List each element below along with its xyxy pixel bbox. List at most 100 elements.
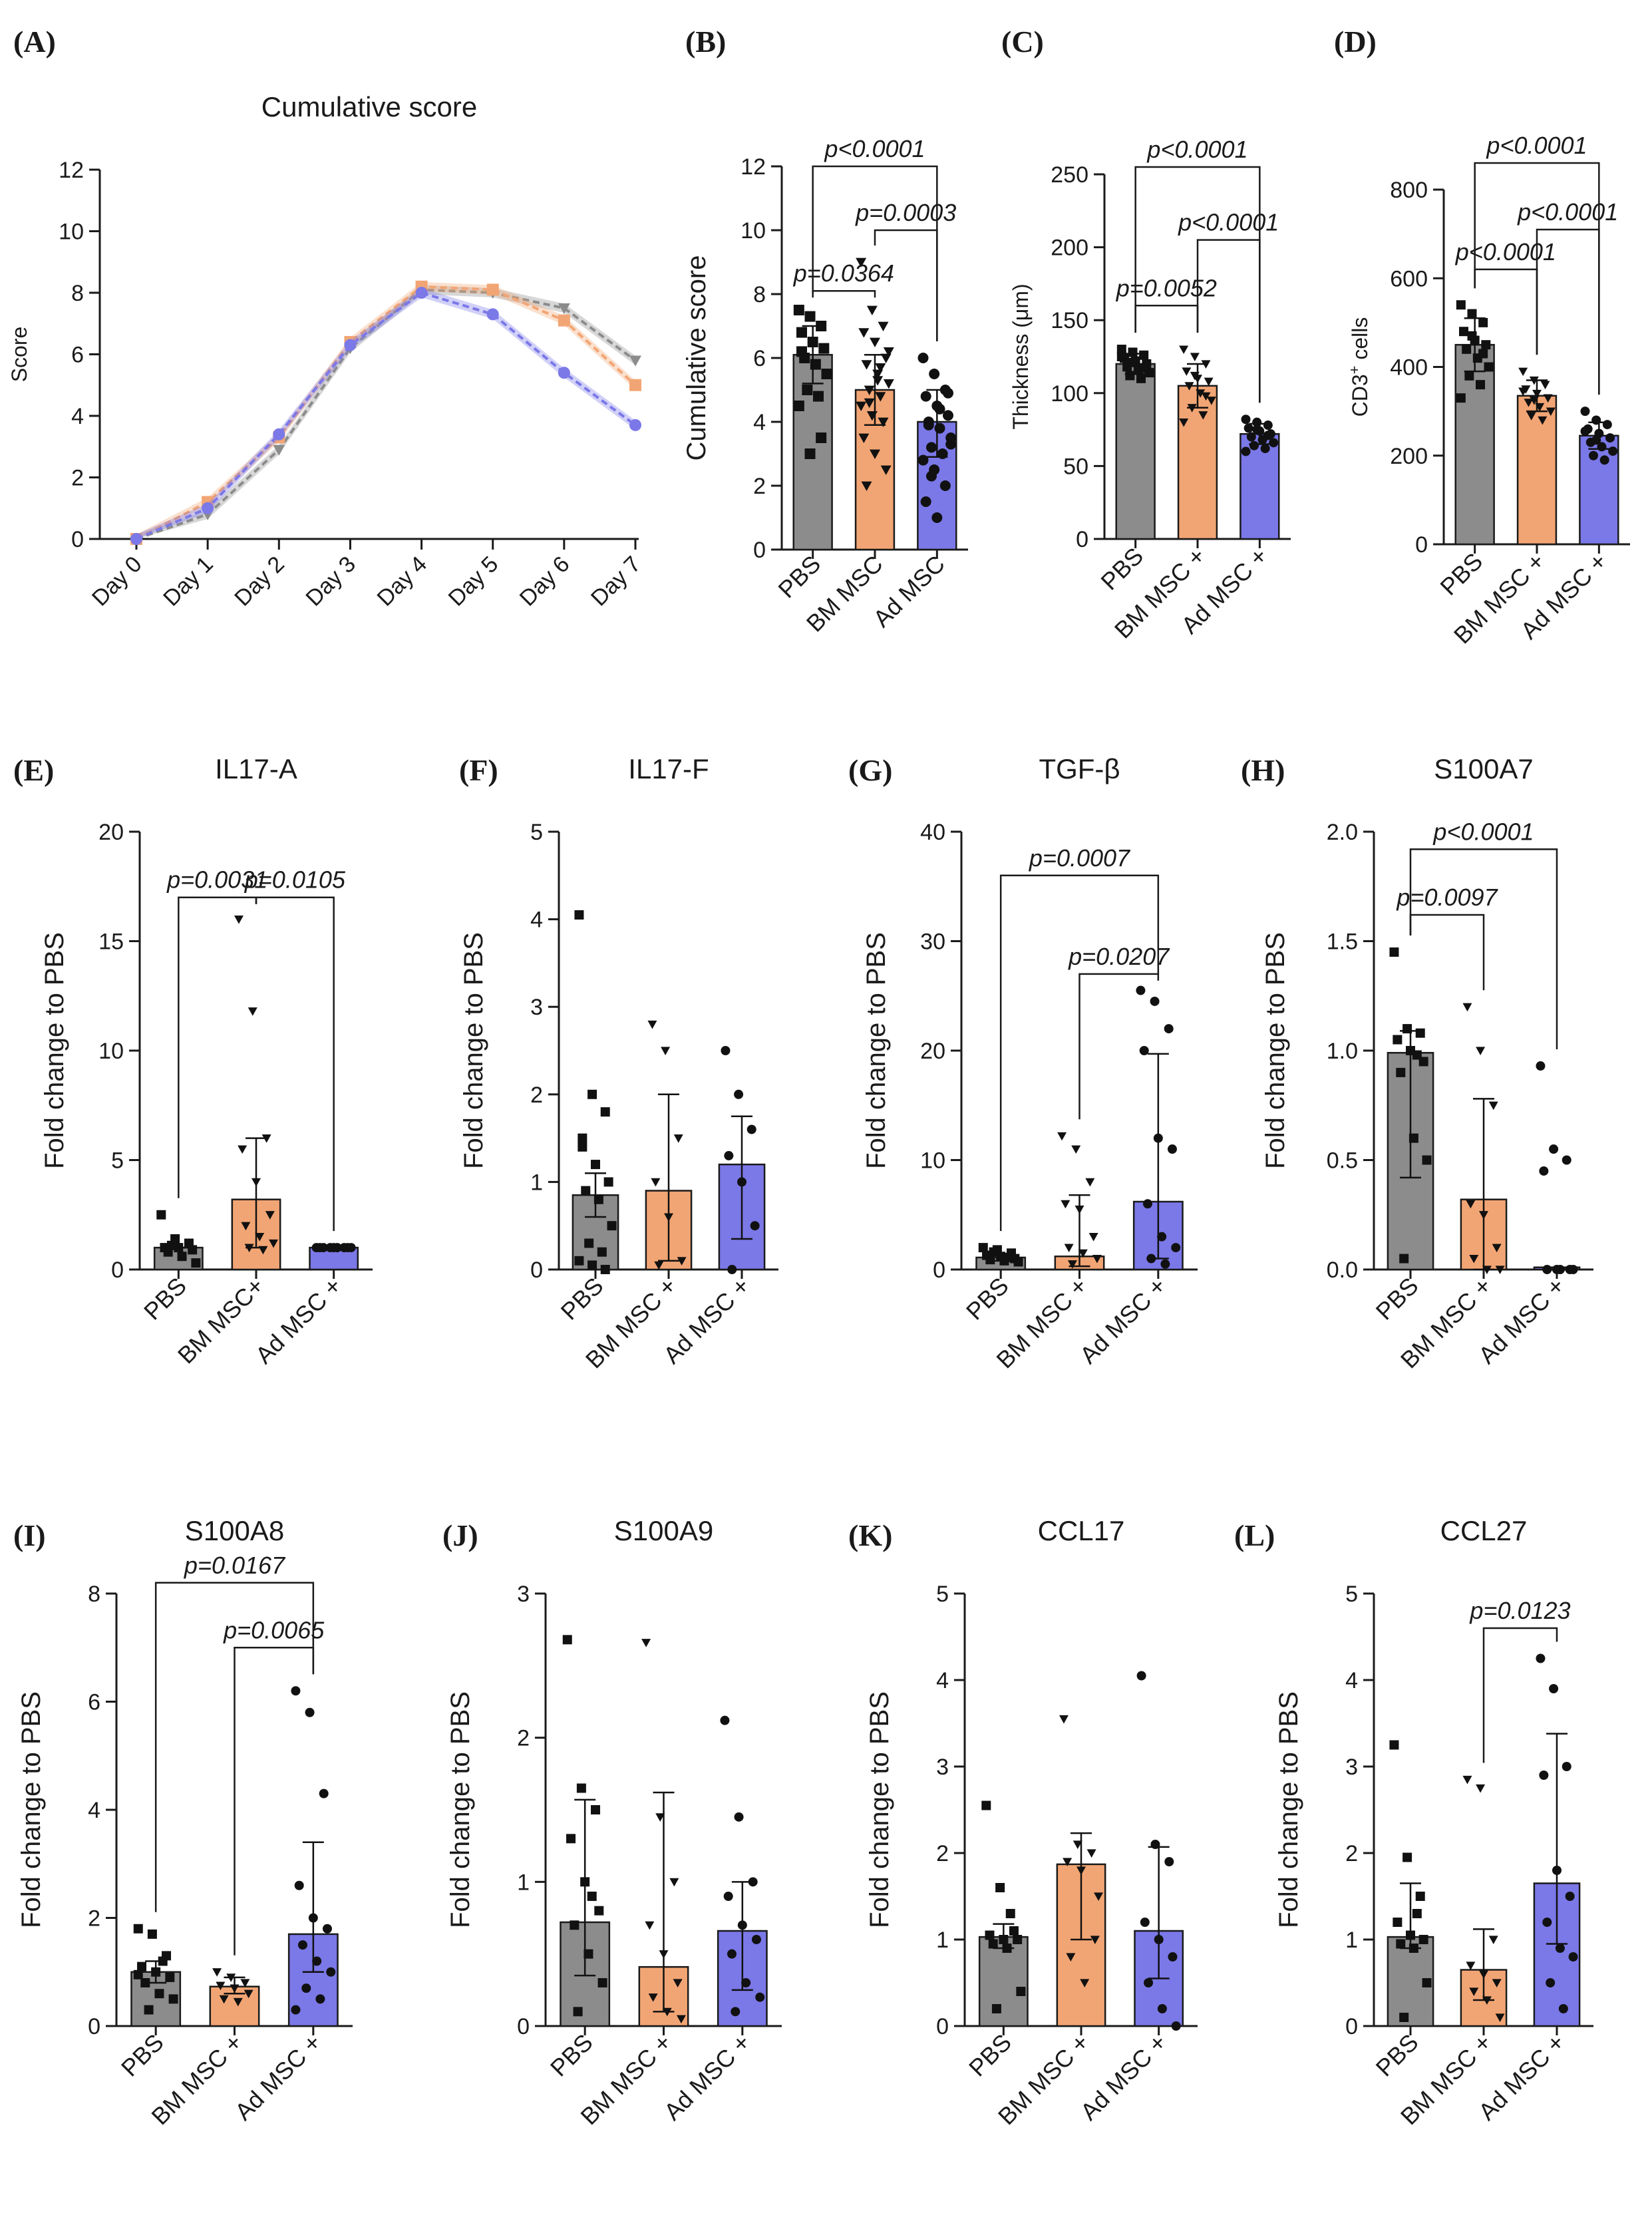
data-point — [1005, 1909, 1015, 1918]
data-point — [1206, 397, 1216, 405]
data-point — [1085, 1178, 1095, 1187]
data-point — [1157, 1232, 1167, 1242]
chart-title: Cumulative score — [261, 91, 477, 122]
data-point — [1013, 1257, 1023, 1267]
y-tick-label: 10 — [59, 220, 84, 245]
data-point — [255, 1233, 265, 1242]
data-point — [1263, 430, 1273, 440]
y-axis-label: Fold change to PBS — [40, 932, 69, 1169]
data-point — [870, 337, 880, 347]
data-point — [1167, 1144, 1177, 1154]
y-tick-label: 8 — [753, 282, 766, 307]
data-point — [727, 1265, 737, 1274]
data-point — [1549, 1684, 1559, 1693]
data-point — [1064, 1244, 1074, 1253]
data-point — [234, 916, 244, 924]
significance-bracket — [1078, 973, 1160, 1120]
data-point — [1071, 1145, 1081, 1154]
data-point — [597, 1978, 607, 1987]
y-tick-label: 200 — [1390, 444, 1428, 469]
panel-label: (B) — [685, 25, 726, 59]
data-point — [1469, 1987, 1479, 1996]
significance-bracket — [178, 896, 257, 1198]
y-tick-label: 2 — [88, 1906, 100, 1932]
y-tick-label: 20 — [920, 1039, 945, 1064]
data-point — [144, 2005, 154, 2015]
chart-title: S100A7 — [1434, 753, 1533, 784]
y-axis-label: Fold change to PBS — [865, 1691, 894, 1928]
data-point — [1495, 2013, 1505, 2022]
data-point — [1057, 1132, 1067, 1141]
data-point — [1568, 1265, 1578, 1274]
data-point — [603, 1177, 613, 1187]
data-point — [883, 347, 894, 357]
data-point — [1249, 440, 1259, 450]
data-point — [133, 1924, 143, 1934]
y-tick-label: 3 — [1345, 1755, 1358, 1780]
data-point — [1422, 1978, 1432, 1987]
y-tick-label: 400 — [1390, 355, 1428, 381]
data-point — [1171, 2021, 1181, 2031]
data-point — [584, 1238, 594, 1248]
y-tick-label: 800 — [1390, 178, 1428, 203]
y-tick-label: 50 — [1063, 454, 1088, 479]
p-value-label: p<0.0001 — [1486, 132, 1587, 159]
data-point — [188, 1245, 198, 1255]
data-point — [1168, 1952, 1178, 1961]
data-point — [1476, 1784, 1486, 1793]
data-point — [165, 1972, 175, 1982]
data-point — [669, 1878, 679, 1887]
data-point — [486, 308, 499, 321]
data-point — [269, 1239, 279, 1248]
y-axis-label: Fold change to PBS — [862, 932, 891, 1169]
data-point — [880, 465, 892, 475]
p-value-label: p<0.0001 — [1432, 818, 1534, 845]
x-category-label: PBS — [961, 1272, 1014, 1325]
data-point — [1086, 1849, 1096, 1858]
data-point — [1488, 1936, 1498, 1944]
panel-label: (A) — [13, 25, 56, 59]
data-point — [130, 533, 142, 545]
data-point — [1536, 1653, 1546, 1663]
data-point — [1094, 1892, 1104, 1901]
data-point — [723, 1892, 733, 1901]
data-point — [212, 1968, 222, 1977]
y-tick-label: 250 — [1051, 162, 1088, 188]
data-point — [1538, 416, 1548, 425]
y-tick-label: 20 — [98, 820, 124, 845]
data-point — [1269, 438, 1279, 448]
data-point — [1540, 381, 1550, 390]
data-point — [1602, 420, 1612, 430]
y-axis-label: CD3+ cells — [1346, 317, 1372, 417]
data-point — [1478, 317, 1488, 327]
data-point — [1139, 1046, 1149, 1055]
data-point — [878, 321, 889, 331]
data-point — [802, 385, 813, 395]
data-point — [1467, 309, 1477, 319]
data-point — [1539, 1166, 1549, 1176]
y-tick-label: 6 — [88, 1690, 100, 1715]
data-point — [1456, 393, 1466, 403]
data-point — [870, 449, 880, 459]
data-point — [1462, 1003, 1472, 1012]
y-tick-label: 10 — [920, 1148, 945, 1174]
data-point — [929, 369, 940, 379]
data-point — [216, 1981, 226, 1991]
data-point — [1088, 1233, 1098, 1242]
data-point — [1389, 1740, 1399, 1750]
data-point — [1396, 1939, 1406, 1949]
data-point — [804, 311, 816, 322]
data-point — [1415, 1892, 1425, 1901]
p-value-label: p=0.0031 — [166, 866, 267, 894]
data-point — [1492, 1979, 1502, 1987]
data-point — [1412, 1909, 1422, 1918]
y-tick-label: 5 — [530, 820, 543, 845]
panel-label: (D) — [1334, 25, 1377, 59]
significance-bracket — [1474, 162, 1600, 395]
